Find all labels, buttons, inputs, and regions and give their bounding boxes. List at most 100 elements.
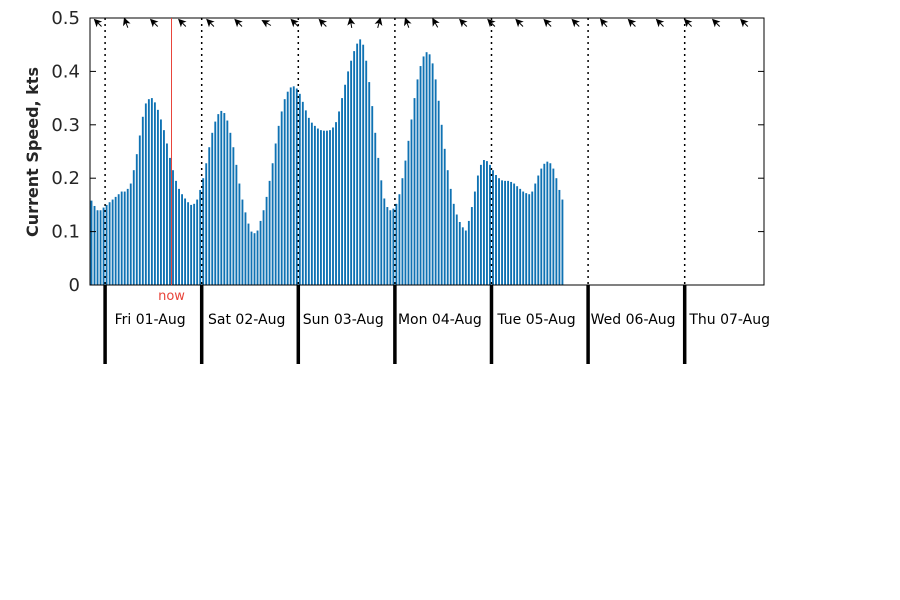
arrow-shaft [491, 22, 496, 27]
speed-bar [344, 84, 347, 285]
speed-bar [473, 191, 476, 285]
arrow-shaft [266, 22, 272, 26]
speed-bar [313, 125, 316, 286]
speed-bar [202, 178, 205, 285]
speed-bar [407, 140, 410, 285]
speed-bar [144, 103, 147, 285]
speed-bar [292, 86, 295, 285]
speed-bar [461, 227, 464, 285]
speed-bar [540, 168, 543, 285]
speed-bar [111, 199, 114, 285]
arrow-head [261, 20, 271, 28]
speed-bar [208, 147, 211, 285]
speed-bar [552, 168, 555, 285]
speed-bar [464, 230, 467, 285]
direction-arrow [261, 20, 272, 28]
speed-bar [404, 160, 407, 285]
day-label: Sun 03-Aug [303, 312, 384, 328]
y-tick-label: 0 [69, 275, 80, 296]
speed-bar [329, 130, 331, 285]
speed-bar [555, 178, 558, 285]
speed-bar [356, 43, 359, 285]
speed-bar [132, 170, 135, 285]
arrow-shaft [406, 22, 410, 28]
day-label: Tue 05-Aug [496, 312, 575, 328]
speed-bar [238, 183, 241, 285]
speed-bar [241, 199, 244, 285]
speed-bar [534, 183, 537, 285]
direction-arrow [123, 17, 131, 28]
speed-bar [163, 130, 165, 285]
arrow-shaft [687, 22, 692, 27]
y-tick-label: 0.4 [51, 61, 80, 82]
speed-bar [268, 180, 271, 285]
speed-bar [298, 93, 301, 285]
speed-bar [295, 88, 298, 286]
speed-bar [549, 163, 552, 285]
day-label: Fri 01-Aug [115, 312, 186, 328]
speed-bar [169, 157, 171, 285]
speed-bar [108, 202, 111, 285]
direction-arrow [404, 17, 412, 28]
speed-bar [217, 114, 220, 286]
day-label: Wed 06-Aug [591, 312, 676, 328]
speed-bar [181, 194, 183, 285]
speed-bar [102, 207, 105, 285]
speed-bar [229, 132, 232, 285]
speed-bar [304, 110, 307, 285]
arrow-head [599, 18, 609, 28]
speed-bar [307, 117, 310, 285]
y-tick-label: 0.5 [51, 8, 80, 29]
arrow-shaft [125, 22, 129, 28]
speed-bar [147, 99, 150, 285]
arrow-shaft [715, 22, 721, 27]
arrow-head [404, 17, 412, 27]
speed-bar [341, 98, 343, 285]
speed-bar [513, 183, 516, 285]
speed-bar [401, 178, 404, 285]
speed-bar [383, 198, 386, 285]
speed-bar [422, 56, 425, 286]
speed-bar [501, 180, 503, 285]
speed-bar [492, 170, 494, 285]
speed-bar [323, 130, 325, 285]
speed-bar [310, 122, 313, 285]
direction-arrow [347, 17, 356, 29]
arrow-shaft [631, 22, 636, 27]
speed-bar [178, 188, 180, 285]
direction-arrow [487, 18, 496, 28]
arrow-head [347, 17, 356, 26]
arrow-shaft [377, 22, 380, 28]
speed-bar [120, 191, 123, 285]
now-marker-label: now [158, 289, 185, 304]
speed-bar [335, 122, 337, 285]
speed-bar [271, 163, 274, 285]
speed-bar [347, 71, 350, 286]
speed-bar [205, 163, 208, 285]
speed-bar [193, 203, 196, 285]
speed-bar [368, 82, 371, 285]
arrow-head [374, 17, 383, 26]
speed-bar [558, 189, 561, 285]
speed-bar [250, 231, 253, 285]
direction-arrow [599, 18, 609, 28]
speed-bar [398, 194, 401, 285]
speed-bar [129, 183, 132, 285]
speed-bar [449, 188, 452, 285]
arrow-shaft [350, 22, 353, 29]
speed-bar [395, 203, 398, 285]
arrow-shaft [97, 22, 102, 27]
arrow-shaft [547, 22, 552, 27]
day-separators [104, 18, 686, 285]
speed-bar [141, 116, 144, 285]
arrow-shaft [462, 22, 468, 27]
speed-bar [283, 99, 286, 285]
arrow-shaft [434, 22, 439, 28]
speed-bar [353, 51, 356, 285]
y-tick-label: 0.1 [51, 222, 80, 243]
speed-bar [543, 163, 546, 285]
speed-bar [135, 154, 138, 285]
plot-frame [89, 17, 765, 286]
speed-bar [498, 178, 500, 285]
